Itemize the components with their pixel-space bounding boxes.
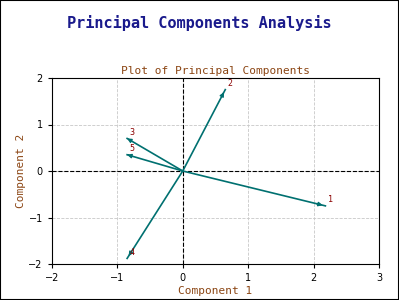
Text: 5: 5 [130,144,135,153]
X-axis label: Component 1: Component 1 [178,286,253,296]
Text: 2: 2 [228,79,233,88]
Y-axis label: Component 2: Component 2 [16,134,26,208]
Title: Plot of Principal Components: Plot of Principal Components [121,66,310,76]
Text: 4: 4 [130,248,135,256]
Text: 3: 3 [130,128,135,136]
Text: Principal Components Analysis: Principal Components Analysis [67,15,332,31]
Text: 1: 1 [328,195,333,204]
